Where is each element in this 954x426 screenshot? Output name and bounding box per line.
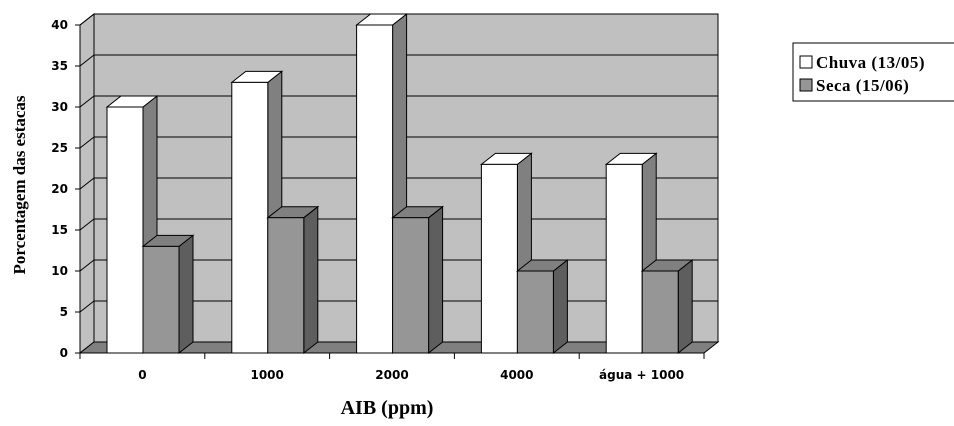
- x-tick-label: água + 1000: [599, 368, 684, 382]
- x-tick-label: 4000: [500, 368, 533, 382]
- y-tick-label: 35: [51, 59, 68, 73]
- gridline: [79, 13, 718, 26]
- bar-seca-4: [640, 258, 694, 355]
- bar-seca-0: [141, 234, 195, 355]
- y-axis-title: Porcentagem das estacas: [10, 95, 29, 274]
- bar-seca-2: [391, 205, 445, 355]
- gridline: [79, 136, 718, 149]
- bars: [105, 12, 694, 355]
- legend-swatch: [799, 55, 813, 69]
- y-tick-label: 0: [60, 346, 68, 360]
- legend-label: Seca (15/06): [816, 76, 909, 95]
- legend: Chuva (13/05) Seca (15/06): [792, 42, 954, 102]
- y-tick-label: 20: [51, 182, 68, 196]
- gridline: [79, 54, 718, 67]
- y-tick-label: 15: [51, 223, 68, 237]
- legend-swatch: [799, 78, 813, 92]
- x-tick-label: 0: [138, 368, 146, 382]
- legend-box: [792, 42, 954, 102]
- bar-seca-3: [515, 258, 569, 355]
- legend-label: Chuva (13/05): [816, 53, 925, 72]
- y-tick-label: 30: [51, 100, 68, 114]
- bar-chuva-0: [105, 94, 159, 355]
- x-tick-label: 1000: [250, 368, 283, 382]
- bar-seca-1: [266, 205, 320, 355]
- y-tick-label: 5: [60, 305, 68, 319]
- x-tick-label: 2000: [375, 368, 408, 382]
- y-tick-label: 10: [51, 264, 68, 278]
- y-tick-labels: 0 5 10 15 20 25 30 35 40: [51, 18, 68, 360]
- y-tick-label: 40: [51, 18, 68, 32]
- gridline: [79, 95, 718, 108]
- y-tick-label: 25: [51, 141, 68, 155]
- x-tick-labels: 0 1000 2000 4000 água + 1000: [138, 368, 684, 382]
- x-axis-title: AIB (ppm): [341, 397, 434, 419]
